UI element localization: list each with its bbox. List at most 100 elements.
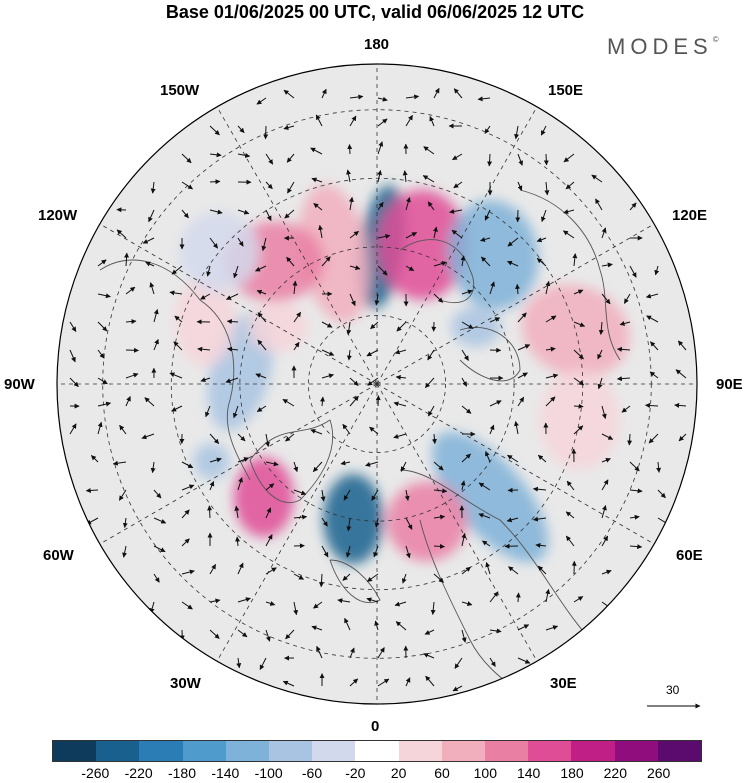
colorbar-tick-label: -20: [345, 765, 366, 781]
map-title: Base 01/06/2025 00 UTC, valid 06/06/2025…: [165, 2, 585, 22]
wind-vector: [344, 617, 351, 631]
wind-vector: [116, 229, 127, 239]
wind-vector: [321, 517, 328, 527]
wind-vector: [573, 289, 584, 295]
wind-vector: [573, 377, 585, 386]
wind-vector: [349, 115, 357, 127]
wind-vector: [405, 197, 411, 211]
colorbar-tick-label: 220: [603, 765, 628, 781]
wind-vector: [209, 629, 220, 639]
wind-vector: [377, 96, 388, 102]
wind-vector: [97, 401, 112, 407]
wind-vector: [454, 657, 463, 669]
wind-vector: [433, 261, 447, 267]
wind-vector: [311, 625, 323, 631]
wind-vector: [481, 540, 491, 547]
wind-vector: [346, 169, 351, 183]
wind-vector: [489, 400, 502, 407]
wind-vector: [433, 461, 444, 471]
wind-vector: [310, 429, 323, 435]
wind-vector: [489, 281, 495, 295]
wind-vector: [347, 144, 353, 155]
wind-vector: [405, 545, 411, 559]
lon-label-30w: 30W: [170, 675, 201, 692]
wind-vector: [265, 534, 273, 547]
colorbar-segment: [182, 741, 226, 761]
colorbar-segment: [269, 741, 313, 761]
wind-vector: [427, 405, 435, 417]
wind-vector: [342, 423, 351, 435]
lon-label-180: 180: [364, 36, 390, 53]
wind-vector: [340, 460, 351, 466]
wind-vector: [181, 601, 193, 610]
wind-vector: [181, 484, 195, 491]
wind-vector: [256, 289, 267, 295]
wind-vector: [650, 341, 659, 351]
wind-vector: [69, 349, 76, 363]
wind-vector: [169, 290, 183, 296]
wind-vector: [366, 573, 379, 582]
wind-vector: [515, 283, 521, 295]
anomaly-region: [387, 481, 468, 562]
wind-vector: [453, 88, 463, 99]
wind-vector: [209, 179, 221, 185]
wind-vector: [181, 461, 194, 469]
wind-vector: [141, 433, 155, 440]
wind-vector: [453, 181, 463, 189]
wind-vector: [404, 489, 410, 502]
wind-vector: [181, 538, 190, 547]
wind-vector: [321, 373, 334, 379]
wind-vector: [649, 371, 659, 379]
wind-vector: [423, 146, 435, 155]
wind-vector: [85, 487, 99, 493]
wind-vector: [316, 645, 323, 659]
wind-vector: [601, 457, 611, 463]
colorbar-tick-label: -220: [124, 765, 153, 781]
wind-vector: [293, 573, 304, 580]
wind-vector: [517, 153, 524, 166]
lon-label-120e: 120E: [672, 207, 708, 224]
wind-vector: [97, 349, 105, 359]
colorbar-tick-label: 60: [434, 765, 450, 781]
wind-vector: [348, 196, 354, 211]
wind-vector: [209, 563, 217, 575]
wind-vector: [405, 517, 413, 530]
wind-vector: [321, 321, 333, 328]
wind-vector: [657, 489, 666, 499]
coastline: [199, 299, 251, 481]
colorbar-tick-label: 20: [390, 765, 407, 781]
wind-vector: [394, 601, 407, 607]
wind-vector: [461, 289, 473, 295]
wind-vector: [506, 517, 519, 523]
wind-vector: [153, 489, 162, 499]
wind-vector: [648, 433, 659, 444]
wind-vector: [209, 237, 219, 249]
wind-vector: [573, 425, 584, 435]
colorbar-segment: [657, 741, 702, 761]
wind-vector: [461, 321, 474, 330]
wind-vector: [485, 450, 491, 463]
wind-vector: [265, 209, 272, 222]
wind-vector: [461, 405, 472, 414]
wind-vector: [232, 405, 239, 419]
wind-vector: [153, 573, 160, 583]
wind-vector: [118, 489, 127, 501]
wind-vector: [517, 624, 530, 631]
wind-vector: [197, 346, 211, 352]
wind-vector: [532, 486, 547, 492]
wind-vector: [346, 349, 352, 361]
wind-vector: [145, 261, 155, 267]
lon-label-60e: 60E: [676, 547, 703, 564]
wind-vector: [171, 265, 183, 275]
lon-label-150w: 150W: [160, 82, 200, 99]
wind-vector: [427, 349, 435, 361]
wind-vector: [485, 561, 491, 575]
colorbar-segment: [312, 741, 356, 761]
wind-vector: [174, 315, 183, 323]
wind-vector: [461, 349, 469, 361]
wind-vector: [374, 517, 380, 528]
wind-vector: [678, 433, 687, 442]
coastline: [419, 519, 521, 691]
wind-vector: [153, 338, 159, 351]
wind-vector: [393, 433, 407, 439]
